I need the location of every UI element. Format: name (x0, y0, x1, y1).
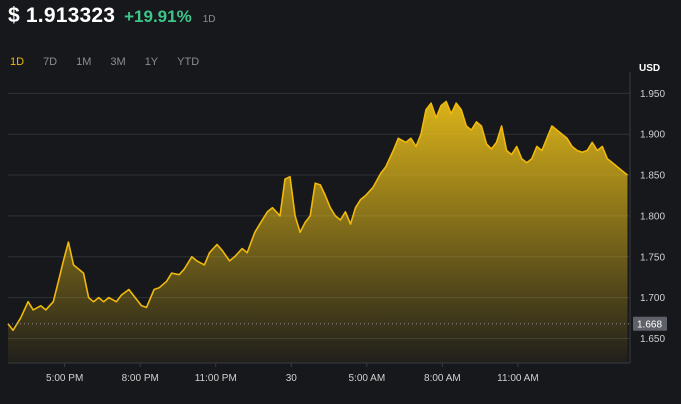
x-tick-label: 8:00 AM (424, 373, 461, 384)
tab-1y[interactable]: 1Y (144, 56, 159, 68)
timeframe-tabs: 1D 7D 1M 3M 1Y YTD (8, 55, 216, 69)
tab-1d[interactable]: 1D (10, 56, 25, 68)
tab-7d[interactable]: 7D (43, 56, 58, 68)
x-tick-label: 30 (286, 373, 298, 384)
y-axis-unit-label: USD (639, 63, 660, 74)
change-period-label: 1D (202, 14, 216, 25)
price-header: $ 1.913323 +19.91% 1D (8, 4, 216, 32)
x-tick-label: 11:00 AM (497, 373, 539, 384)
reference-price-badge (633, 316, 667, 331)
x-tick-label: 8:00 PM (122, 373, 159, 384)
y-tick-label: 1.850 (640, 171, 665, 182)
y-tick-label: 1.800 (640, 211, 665, 222)
x-tick-label: 11:00 PM (195, 373, 237, 384)
tab-ytd[interactable]: YTD (177, 56, 200, 68)
price-line (7, 100, 629, 332)
x-tick-label: 5:00 AM (348, 373, 385, 384)
chart-axes: 1.650 1.700 1.750 1.800 1.850 1.900 1.950 5:00 … (8, 72, 667, 384)
y-tick-label: 1.650 (640, 334, 665, 345)
tab-3m[interactable]: 3M (110, 56, 126, 68)
price-change-percent: +19.91% (124, 7, 192, 26)
y-tick-label: 1.950 (640, 89, 665, 100)
price-area-fill (8, 101, 628, 363)
y-tick-label: 1.900 (640, 130, 665, 141)
y-tick-label: 1.750 (640, 252, 665, 263)
tab-1m[interactable]: 1M (76, 56, 92, 68)
reference-price-label: 1.668 (637, 319, 662, 330)
y-tick-label: 1.700 (640, 293, 665, 304)
x-tick-label: 5:00 PM (46, 373, 83, 384)
current-price: $ 1.913323 (8, 4, 116, 27)
chart-area (7, 100, 629, 363)
